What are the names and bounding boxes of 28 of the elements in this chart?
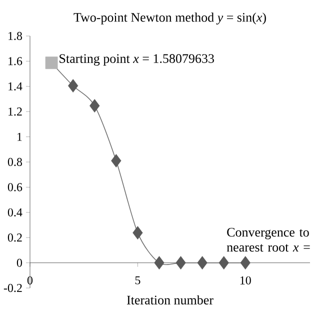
annotation: Convergence to nearest root x = — [226, 228, 310, 252]
y-tick-label: 0.6 — [8, 183, 22, 192]
point — [176, 256, 186, 270]
y-tick-label: 0.2 — [8, 234, 22, 242]
y-tick-label: 0.4 — [8, 208, 22, 216]
y-tick-label: -0.2 — [4, 284, 22, 292]
y-tick-label: 1.2 — [8, 108, 22, 116]
x-tick-label: 0 — [27, 276, 33, 284]
point — [45, 56, 58, 70]
point — [154, 256, 164, 270]
point — [111, 154, 122, 168]
y-tick-label: 0.8 — [8, 158, 22, 166]
x-tick-label: 5 — [135, 276, 140, 284]
annotation: Starting point x = 1.58079633 — [60, 54, 214, 66]
y-tick-label: 0 — [16, 258, 22, 267]
point — [240, 256, 250, 270]
x-tick-label: 10 — [240, 276, 251, 284]
y-tick-label: 1 — [18, 132, 22, 141]
y-tick-label: 1.8 — [8, 32, 22, 40]
point — [218, 256, 229, 270]
y-tick-label: 1.6 — [8, 57, 22, 66]
point — [132, 226, 143, 240]
chart-title: Two-point Newton method y = sin(x) — [74, 12, 266, 24]
point — [68, 79, 78, 92]
x-axis-title: Iteration number — [126, 295, 214, 304]
point — [197, 256, 208, 270]
point — [90, 99, 100, 112]
y-tick-label: 1.4 — [8, 82, 22, 90]
